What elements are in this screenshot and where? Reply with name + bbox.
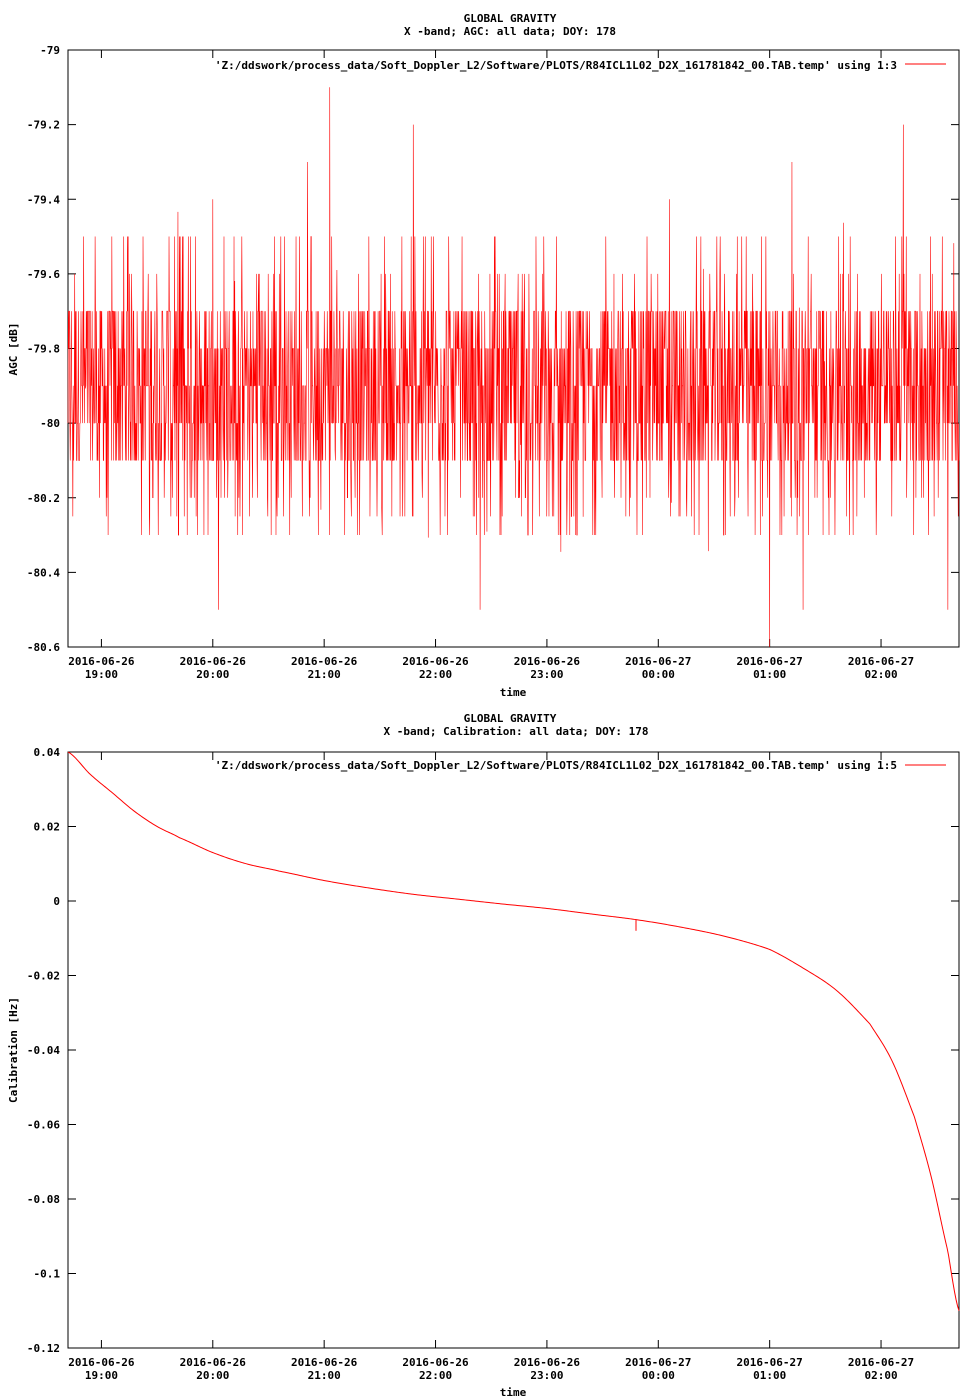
chart1-subtitle: X -band; AGC: all data; DOY: 178	[404, 25, 616, 38]
chart2-y-tick-label: -0.1	[34, 1268, 61, 1281]
chart2-x-tick-time: 22:00	[419, 1369, 452, 1382]
chart1-y-tick-label: -79.6	[27, 268, 60, 281]
chart2-y-tick-label: -0.04	[27, 1044, 60, 1057]
chart2-x-tick-date: 2016-06-26	[514, 1356, 581, 1369]
chart2-y-tick-label: 0.02	[34, 821, 61, 834]
chart2-y-ticks: 0.04 0.02 0 -0.02 -0.04 -0.06 -0.08 -0.1 -0.12	[27, 746, 959, 1355]
chart2-y-tick-label: 0	[53, 895, 60, 908]
chart2-title: GLOBAL GRAVITY	[464, 712, 557, 725]
chart2-y-tick-label: -0.12	[27, 1342, 60, 1355]
chart1-x-tick-date: 2016-06-27	[625, 655, 691, 668]
chart1-y-tick-label: -79.4	[27, 193, 60, 206]
chart1-y-tick-label: -80.6	[27, 641, 60, 654]
chart1-y-tick-label: -79.8	[27, 343, 60, 356]
chart2-x-tick-date: 2016-06-26	[291, 1356, 358, 1369]
chart1-series-agc	[67, 87, 960, 648]
chart1-x-tick-time: 02:00	[864, 668, 897, 681]
chart2-x-axis-label: time	[500, 1386, 527, 1399]
chart2-x-tick-time: 01:00	[753, 1369, 786, 1382]
chart1-x-tick-date: 2016-06-27	[848, 655, 914, 668]
chart1-x-tick-time: 01:00	[753, 668, 786, 681]
chart1-x-tick-date: 2016-06-27	[737, 655, 803, 668]
chart1-x-tick-date: 2016-06-26	[180, 655, 247, 668]
chart1-legend-label: 'Z:/ddswork/process_data/Soft_Doppler_L2…	[215, 59, 897, 72]
chart-calibration: GLOBAL GRAVITY X -band; Calibration: all…	[7, 712, 960, 1399]
chart2-x-tick-time: 02:00	[864, 1369, 897, 1382]
chart1-x-tick-time: 20:00	[196, 668, 229, 681]
chart1-x-tick-date: 2016-06-26	[402, 655, 469, 668]
chart2-x-tick-time: 19:00	[85, 1369, 118, 1382]
chart-agc: GLOBAL GRAVITY X -band; AGC: all data; D…	[7, 12, 960, 699]
chart2-x-tick-date: 2016-06-27	[625, 1356, 691, 1369]
chart1-agc-line	[67, 87, 960, 648]
chart1-x-tick-time: 21:00	[308, 668, 341, 681]
chart1-x-tick-time: 23:00	[530, 668, 563, 681]
chart2-x-tick-date: 2016-06-26	[180, 1356, 247, 1369]
chart2-y-axis-label: Calibration [Hz]	[7, 997, 20, 1103]
chart2-legend-label: 'Z:/ddswork/process_data/Soft_Doppler_L2…	[215, 759, 897, 772]
chart1-y-tick-label: -80.2	[27, 492, 60, 505]
chart2-x-tick-time: 21:00	[308, 1369, 341, 1382]
chart2-plot-frame	[67, 751, 960, 1349]
chart2-x-tick-time: 23:00	[530, 1369, 563, 1382]
chart1-x-tick-time: 22:00	[419, 668, 452, 681]
chart1-x-tick-date: 2016-06-26	[514, 655, 581, 668]
chart1-x-tick-date: 2016-06-26	[68, 655, 135, 668]
chart1-x-tick-time: 00:00	[642, 668, 675, 681]
chart1-y-axis-label: AGC [dB]	[7, 323, 20, 376]
chart2-y-tick-label: -0.08	[27, 1193, 60, 1206]
chart1-x-tick-date: 2016-06-26	[291, 655, 358, 668]
chart1-y-tick-label: -80	[40, 417, 60, 430]
chart1-x-axis-label: time	[500, 686, 527, 699]
chart2-y-tick-label: -0.02	[27, 970, 60, 983]
chart2-x-tick-date: 2016-06-26	[68, 1356, 135, 1369]
chart2-calibration-line	[67, 751, 960, 1311]
chart2-x-tick-date: 2016-06-27	[848, 1356, 914, 1369]
chart2-y-tick-label: -0.06	[27, 1119, 60, 1132]
chart1-y-ticks: -79 -79.2 -79.4 -79.6 -79.8 -80 -80.2 -80.4 -80.…	[27, 44, 959, 654]
chart1-x-ticks: 2016-06-2619:002016-06-2620:002016-06-26…	[68, 50, 914, 681]
chart1-title: GLOBAL GRAVITY	[464, 12, 557, 25]
chart2-x-ticks: 2016-06-2619:002016-06-2620:002016-06-26…	[68, 752, 914, 1382]
chart2-series-calibration	[67, 751, 960, 1311]
chart1-y-tick-label: -79.2	[27, 119, 60, 132]
chart1-y-tick-label: -80.4	[27, 566, 60, 579]
chart2-x-tick-time: 00:00	[642, 1369, 675, 1382]
chart1-y-tick-label: -79	[40, 44, 60, 57]
chart2-subtitle: X -band; Calibration: all data; DOY: 178	[384, 725, 649, 738]
chart2-x-tick-date: 2016-06-27	[737, 1356, 803, 1369]
chart2-x-tick-time: 20:00	[196, 1369, 229, 1382]
chart1-x-tick-time: 19:00	[85, 668, 118, 681]
chart2-x-tick-date: 2016-06-26	[402, 1356, 469, 1369]
chart2-y-tick-label: 0.04	[34, 746, 61, 759]
